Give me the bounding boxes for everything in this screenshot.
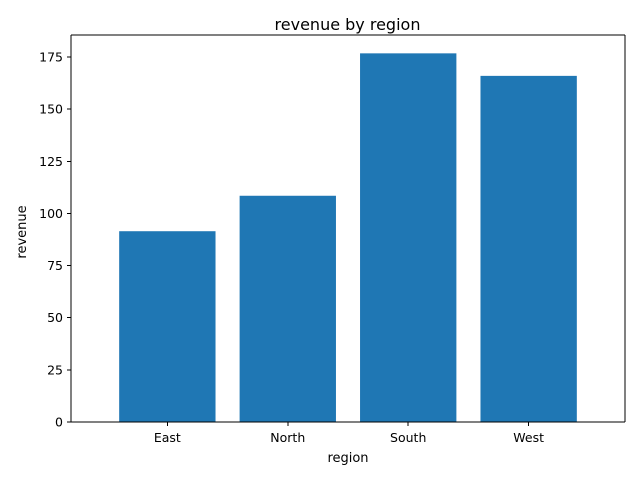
bar-north bbox=[239, 195, 336, 422]
bar-east bbox=[119, 231, 216, 422]
y-tick-label: 150 bbox=[39, 102, 63, 117]
bars-group bbox=[119, 53, 577, 423]
x-tick-label: East bbox=[154, 430, 181, 445]
x-axis-label: region bbox=[327, 451, 368, 466]
y-tick-label: 175 bbox=[39, 50, 63, 65]
x-tick-label: North bbox=[270, 430, 305, 445]
bar-west bbox=[480, 75, 577, 423]
x-tick-label: South bbox=[390, 430, 426, 445]
x-axis-ticks: East North South West bbox=[154, 422, 544, 445]
chart-title: revenue by region bbox=[275, 15, 421, 34]
y-axis-ticks: 0 25 50 75 100 125 150 175 bbox=[39, 50, 71, 430]
y-tick-label: 100 bbox=[39, 206, 63, 221]
x-tick-label: West bbox=[513, 430, 544, 445]
bar-south bbox=[360, 53, 457, 423]
y-tick-label: 0 bbox=[55, 415, 63, 430]
y-tick-label: 25 bbox=[47, 362, 63, 377]
y-tick-label: 75 bbox=[47, 258, 63, 273]
y-tick-label: 125 bbox=[39, 154, 63, 169]
y-tick-label: 50 bbox=[47, 310, 63, 325]
y-axis-label: revenue bbox=[15, 205, 30, 258]
